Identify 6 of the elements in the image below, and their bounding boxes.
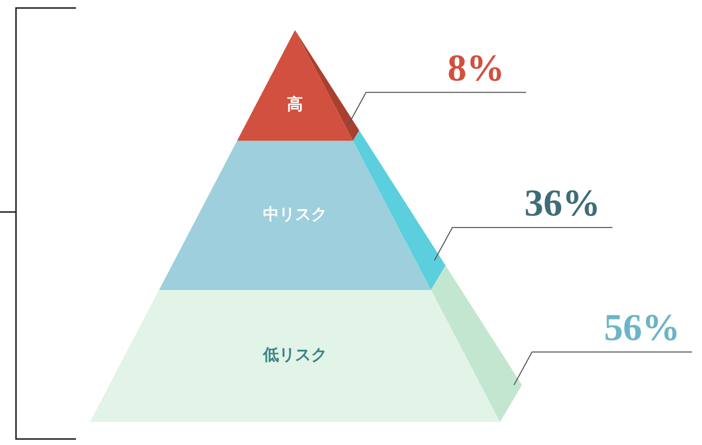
category-label: 低リスク [262, 345, 327, 364]
category-label: 中リスク [263, 204, 327, 224]
data-label: 36% [524, 182, 600, 224]
data-label: 56% [604, 307, 680, 349]
category-label: 高 [287, 94, 303, 114]
data-label: 8% [448, 47, 505, 90]
